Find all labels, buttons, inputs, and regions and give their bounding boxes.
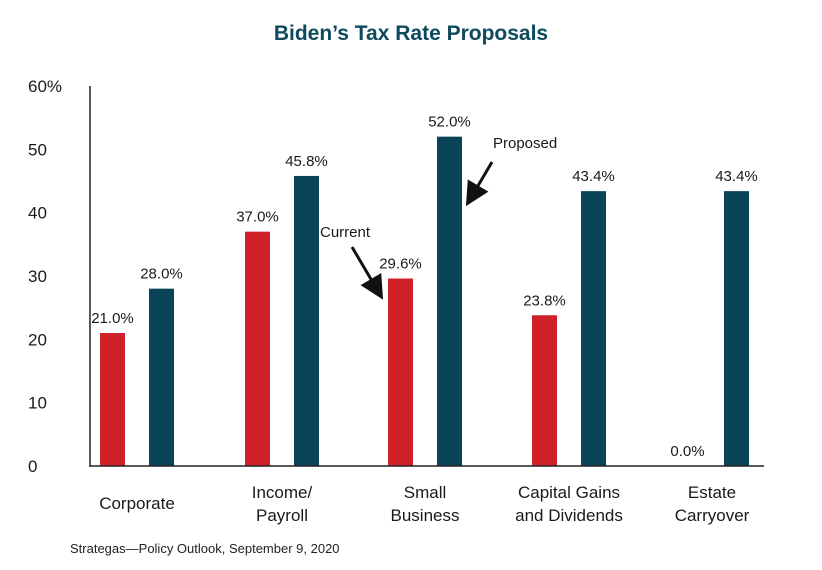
category-label: Capital Gains [518, 483, 620, 502]
data-label: 52.0% [428, 114, 471, 131]
data-label: 23.8% [523, 292, 566, 309]
bars [100, 136, 749, 466]
data-label: 28.0% [140, 266, 183, 283]
bar-proposed [724, 191, 749, 466]
bar-proposed [294, 175, 319, 466]
category-label: Carryover [675, 506, 750, 525]
annotation-current: Current [320, 224, 371, 241]
category-label: Payroll [256, 506, 308, 525]
data-label: 43.4% [715, 168, 758, 185]
y-tick-label: 30 [28, 267, 47, 286]
annotation-arrow-current [350, 246, 384, 300]
data-label: 43.4% [572, 168, 615, 185]
annotation-proposed: Proposed [493, 135, 557, 152]
bar-proposed [581, 191, 606, 466]
annotations: Current Proposed [320, 135, 557, 300]
category-label: Business [391, 506, 460, 525]
y-tick-label: 0 [28, 457, 37, 476]
bar-current [388, 278, 413, 466]
bar-proposed [149, 288, 174, 466]
data-label: 21.0% [91, 310, 134, 327]
y-tick-label: 40 [28, 204, 47, 223]
source-note: Strategas—Policy Outlook, September 9, 2… [70, 541, 340, 556]
data-label: 29.6% [379, 256, 422, 273]
y-tick-label: 50 [28, 140, 47, 159]
data-labels: 21.0% 37.0% 29.6% 23.8% 0.0% 28.0% 45.8% 52.0% 4… [91, 114, 758, 460]
axes [89, 86, 764, 467]
category-label: Small [404, 483, 447, 502]
data-label: 45.8% [285, 153, 328, 170]
category-labels: Corporate Income/Payroll Small Business Capi… [99, 483, 749, 525]
annotation-arrow-proposed [465, 161, 494, 207]
data-label: 0.0% [670, 443, 704, 460]
bar-proposed [437, 136, 462, 466]
y-axis-ticks: 0 10 20 30 40 50 60% [28, 77, 62, 476]
data-label: 37.0% [236, 209, 279, 226]
y-tick-label: 10 [28, 394, 47, 413]
bar-current [245, 231, 270, 466]
category-label: Income/ [252, 483, 313, 502]
y-tick-label: 60% [28, 77, 62, 96]
category-label: Corporate [99, 494, 175, 513]
y-tick-label: 20 [28, 330, 47, 349]
bar-current [532, 315, 557, 466]
category-label: and Dividends [515, 506, 623, 525]
bar-current [100, 333, 125, 466]
chart-title: Biden’s Tax Rate Proposals [273, 22, 549, 45]
category-label: Estate [688, 483, 736, 502]
